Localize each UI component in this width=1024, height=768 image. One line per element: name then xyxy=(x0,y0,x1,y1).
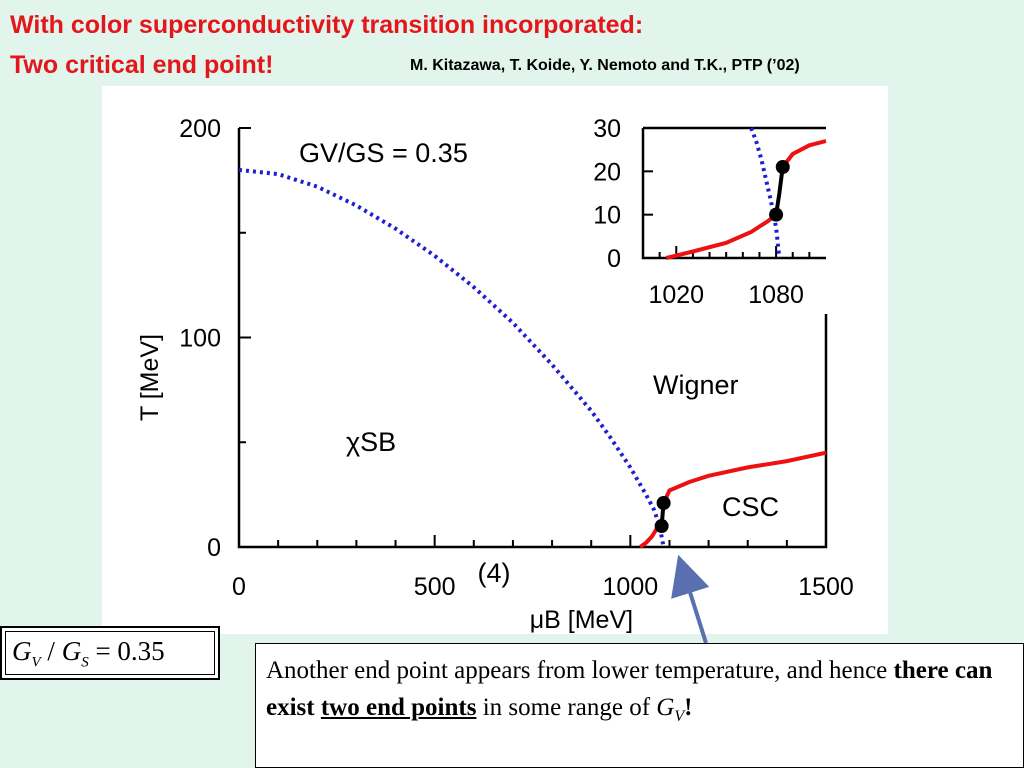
note-bold-1: there can exist xyxy=(266,657,993,721)
phase-diagram-panel: 0 500 1000 1500 0 100 200 T [MeV] μB [MeV] GV/GS… xyxy=(102,86,888,634)
inset-series-1-solid-red xyxy=(665,213,778,260)
critical-end-point-1 xyxy=(656,496,671,511)
note-bold-underline: two end points xyxy=(320,694,477,721)
formula-slash: / xyxy=(40,636,62,666)
citation: M. Kitazawa, T. Koide, Y. Nemoto and T.K… xyxy=(410,57,800,74)
note-gv-v: V xyxy=(674,708,685,725)
inset-plot-points xyxy=(769,160,790,222)
x-axis-label: μB [MeV] xyxy=(530,606,633,634)
inset-end-point-0 xyxy=(769,207,784,222)
note-exclaim: ! xyxy=(684,694,693,721)
inset-x-tick-label: 1020 xyxy=(648,281,704,309)
note-text-2: in some range of xyxy=(476,694,657,721)
main-plot-labels: GV/GS = 0.35 χSB Wigner CSC (4) xyxy=(299,138,779,588)
x-tick-label: 1500 xyxy=(798,573,854,601)
main-series-3-solid-red xyxy=(661,450,827,504)
label-4: (4) xyxy=(478,558,511,588)
slide-title-line-2: Two critical end point! xyxy=(10,51,274,79)
explanation-box: Another end point appears from lower tem… xyxy=(255,643,1024,768)
inset-y-tick-label: 10 xyxy=(593,202,621,230)
note-gv-g: G xyxy=(656,694,675,721)
inset-y-tick-label: 30 xyxy=(593,115,621,143)
csc-label: CSC xyxy=(722,492,779,522)
y-tick-label: 0 xyxy=(207,534,221,562)
x-tick-label: 500 xyxy=(414,573,456,601)
inset-x-tick-label: 1080 xyxy=(748,281,804,309)
formula-g2: G xyxy=(61,636,82,666)
critical-end-point-0 xyxy=(654,519,669,534)
formula-box-inner-border xyxy=(5,631,215,675)
main-plot-points xyxy=(654,496,671,534)
inset-end-point-1 xyxy=(775,160,790,174)
slide-title-line-1: With color superconductivity transition … xyxy=(10,11,644,39)
formula-text: GV / GS = 0.35 xyxy=(12,636,165,671)
x-tick-label: 1000 xyxy=(603,573,659,601)
inset-y-tick-label: 0 xyxy=(607,245,621,273)
formula-box: GV / GS = 0.35 xyxy=(0,626,220,680)
y-tick-label: 100 xyxy=(179,325,221,353)
formula-value: = 0.35 xyxy=(88,636,165,666)
main-series-0-dotted-blue xyxy=(238,167,666,548)
formula-v-subscript: V xyxy=(31,654,41,671)
formula-s-subscript: S xyxy=(81,654,89,671)
inset-series-3-solid-red xyxy=(781,139,827,169)
y-tick-label: 200 xyxy=(179,115,221,143)
inset-plot-series xyxy=(665,127,827,260)
inset-background xyxy=(572,116,828,312)
note-text-1: Another end point appears from lower tem… xyxy=(266,657,894,684)
x-tick-label: 0 xyxy=(232,573,246,601)
formula-g: G xyxy=(12,636,32,666)
y-axis-label: T [MeV] xyxy=(136,334,164,421)
wigner-label: Wigner xyxy=(653,370,739,400)
inset-series-2-solid-black xyxy=(774,166,785,216)
inset-y-tick-label: 20 xyxy=(593,158,621,186)
chisb-label: χSB xyxy=(346,427,396,457)
ratio-annotation: GV/GS = 0.35 xyxy=(299,138,468,168)
